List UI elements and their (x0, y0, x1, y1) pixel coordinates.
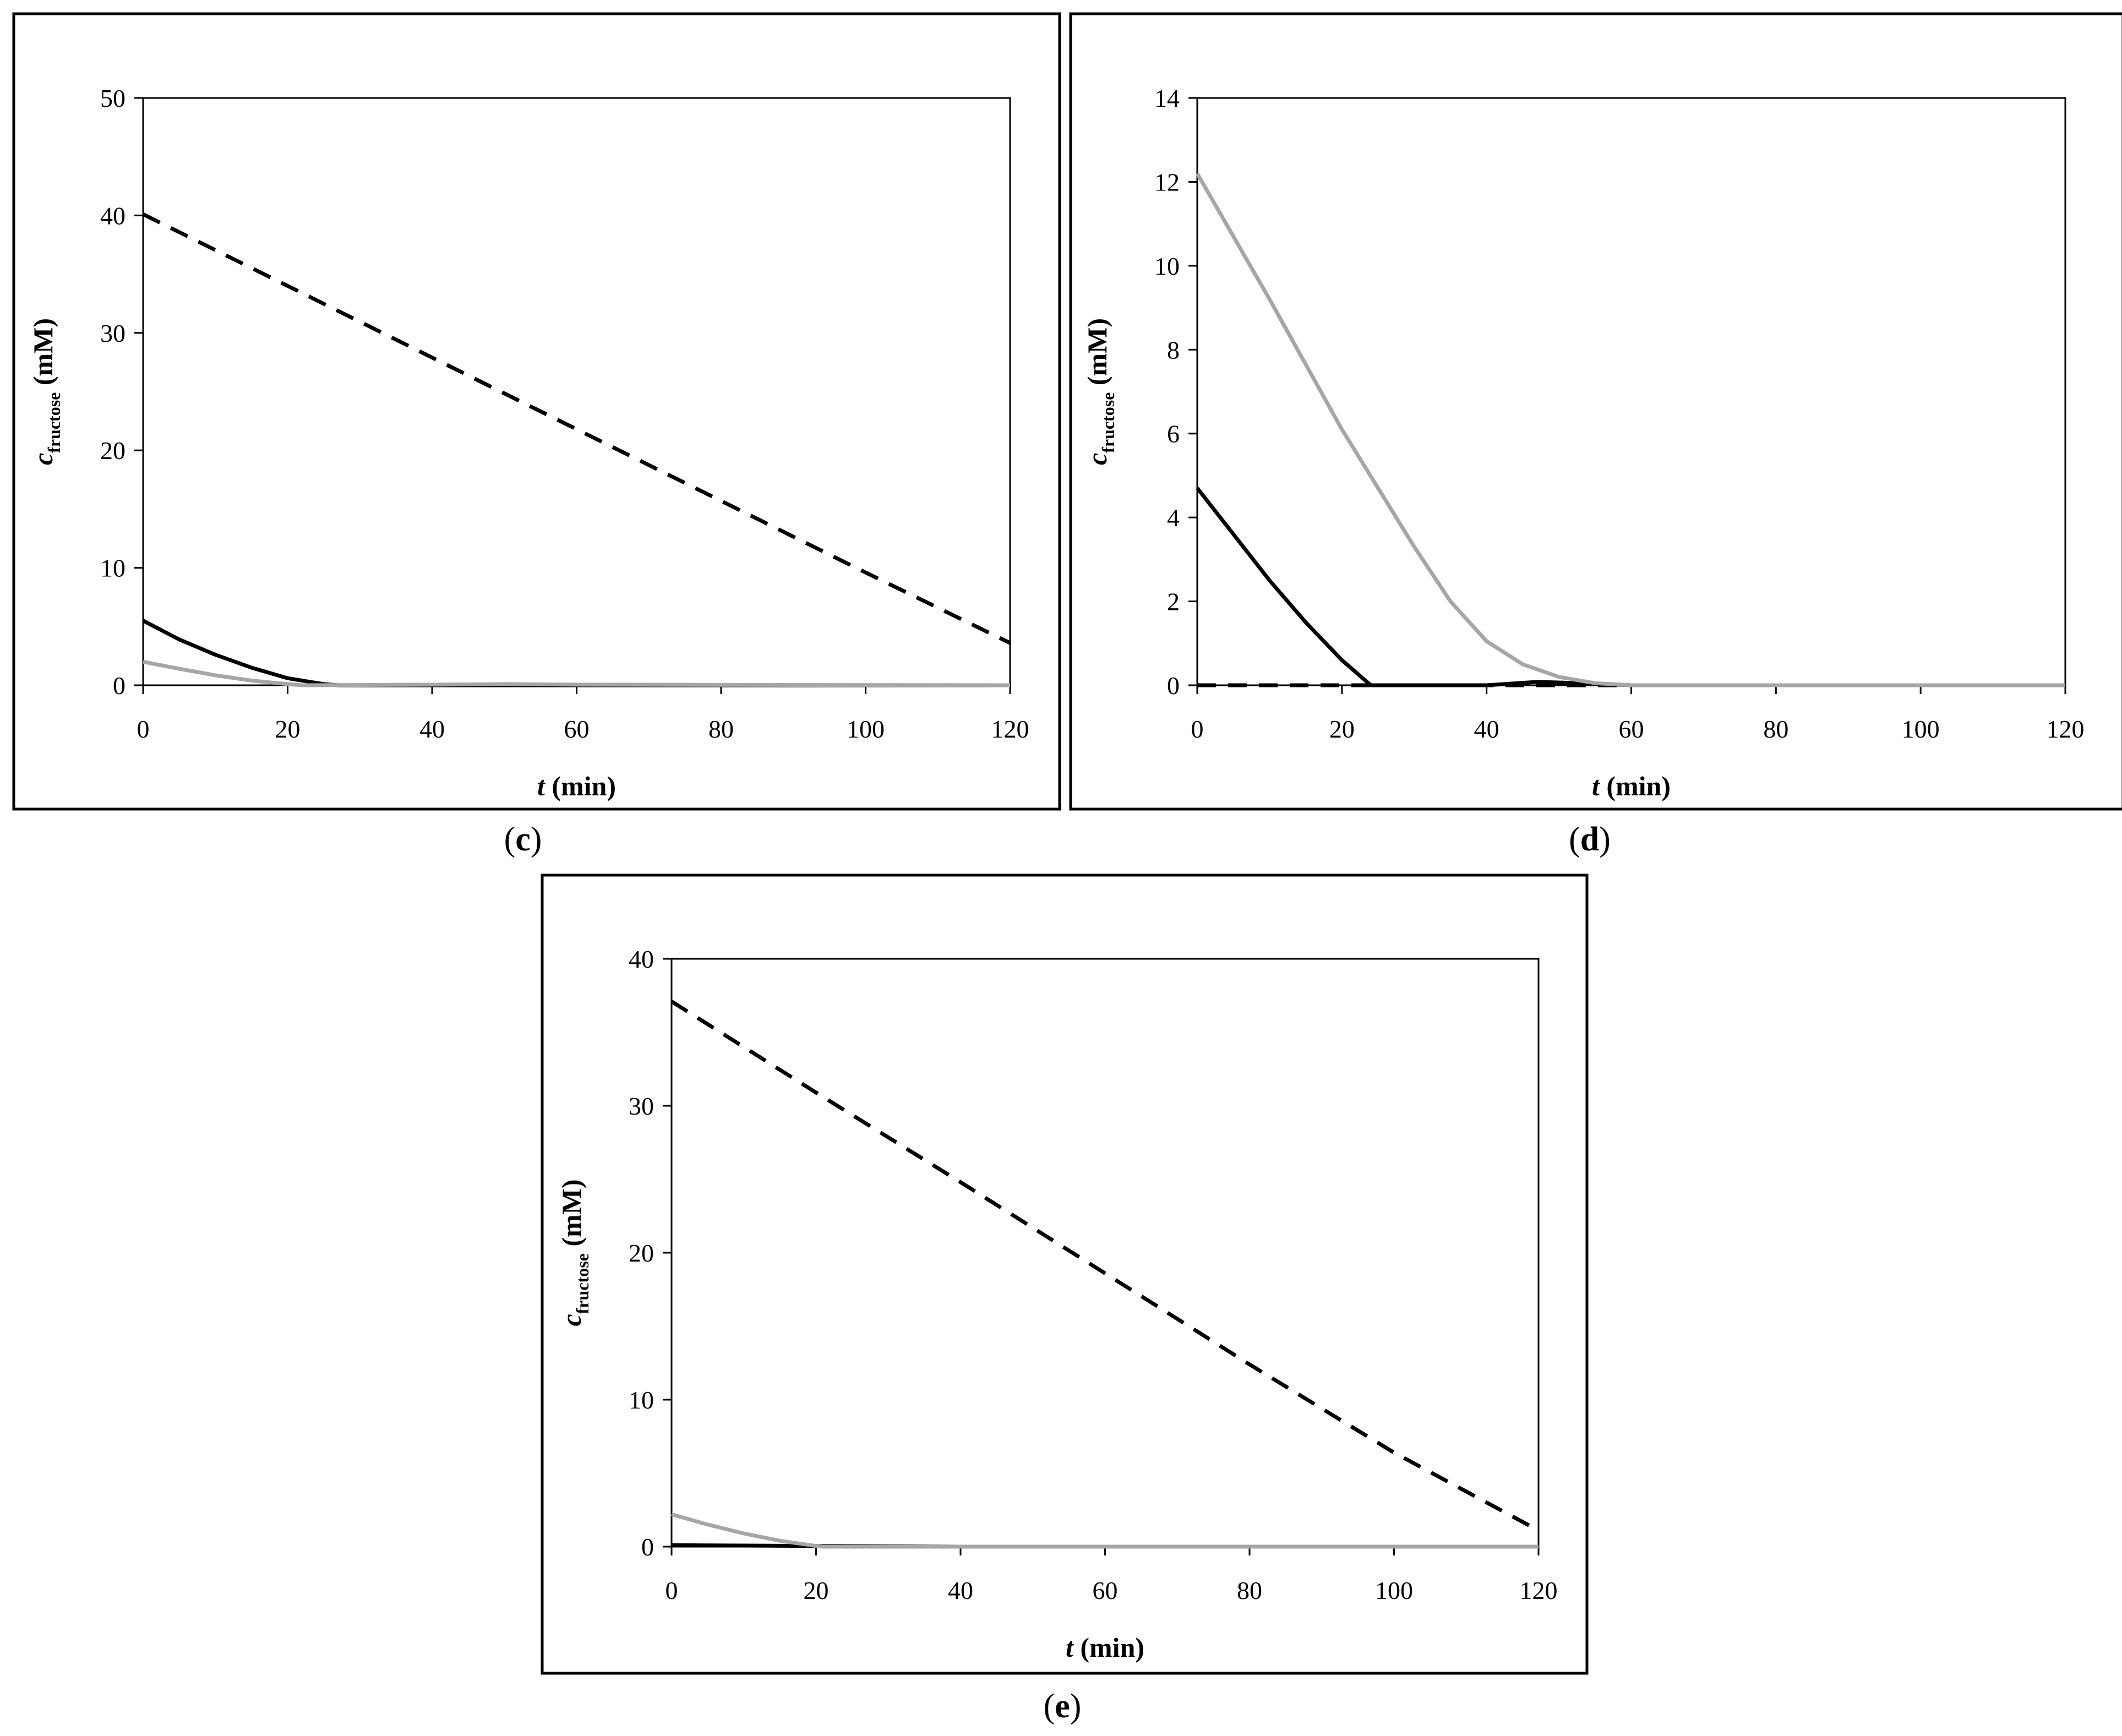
panel-label: (e) (1044, 1688, 1082, 1725)
y-tick-label: 6 (1167, 420, 1180, 448)
panel-label-open: ( (1569, 821, 1580, 858)
series-line-2 (1196, 487, 2065, 687)
chart-panel-e: 0 20 40 60 80 100 120 0 10 20 30 40 t (min) cfructose… (541, 874, 1589, 1725)
y-tick-label: 14 (1154, 84, 1180, 112)
x-tick-label: 40 (948, 1576, 973, 1604)
series-line-1 (670, 1000, 1540, 1532)
series-line-1 (142, 212, 1011, 645)
x-tick-label: 100 (847, 715, 885, 743)
y-tick-label: 30 (100, 319, 126, 347)
y-tick-label: 20 (629, 1239, 654, 1267)
y-axis-label: cfructose (mM) (1082, 318, 1118, 465)
y-axis-label: cfructose (mM) (28, 318, 64, 465)
y-axis-label: cfructose (mM) (556, 1179, 592, 1326)
y-axis-label-subscript: fructose (1098, 392, 1118, 453)
y-tick-label: 0 (113, 672, 126, 700)
x-axis-label-unit: (min) (1600, 771, 1671, 801)
x-tick-label: 0 (1191, 715, 1204, 743)
x-tick-label: 80 (1763, 715, 1788, 743)
y-tick-label: 40 (629, 945, 654, 973)
x-tick-label: 60 (564, 715, 590, 743)
x-tick-label: 120 (991, 715, 1029, 743)
y-tick-label: 8 (1167, 336, 1180, 364)
y-tick-label: 10 (100, 554, 126, 582)
y-tick-label: 10 (1154, 252, 1180, 280)
panel-label-close: ) (1070, 1688, 1082, 1725)
y-tick-label: 10 (629, 1386, 654, 1414)
y-axis-label-var: c (28, 453, 58, 465)
series-line-2 (142, 619, 1010, 687)
series-line-3 (1195, 172, 2065, 687)
x-tick-label: 40 (1474, 715, 1499, 743)
y-axis-label-var: c (1082, 453, 1112, 465)
x-tick-label: 60 (1093, 1576, 1118, 1604)
x-tick-label: 80 (708, 715, 734, 743)
x-tick-label: 120 (1520, 1576, 1558, 1604)
x-tick-label: 20 (275, 715, 301, 743)
panel-label-close: ) (1599, 821, 1611, 858)
x-tick-label: 100 (1902, 715, 1940, 743)
x-axis-label-var: t (1592, 771, 1601, 801)
y-axis-label-unit: (mM) (28, 318, 58, 392)
x-tick-label: 120 (2047, 715, 2085, 743)
x-tick-label: 60 (1619, 715, 1644, 743)
series-line-3 (671, 1512, 1539, 1549)
panel-label-open: ( (504, 821, 516, 858)
plot-area (1196, 97, 2066, 686)
x-axis-label-var: t (537, 771, 546, 801)
y-tick-label: 50 (100, 84, 126, 112)
y-tick-label: 12 (1154, 168, 1180, 196)
panel-frame (1069, 12, 2122, 811)
y-tick-label: 4 (1167, 504, 1180, 532)
panel-label: (c) (504, 821, 542, 858)
y-axis-label-subscript: fructose (572, 1253, 592, 1314)
panel-label: (d) (1569, 821, 1611, 858)
panel-label-close: ) (531, 821, 542, 858)
panel-frame (541, 874, 1589, 1675)
y-axis-label-unit: (mM) (556, 1179, 587, 1253)
y-tick-label: 30 (629, 1092, 654, 1120)
y-tick-label: 40 (100, 201, 126, 230)
y-axis-label-var: c (556, 1314, 587, 1326)
panel-label-letter: d (1580, 821, 1599, 858)
panel-label-open: ( (1044, 1688, 1055, 1725)
panel-frame (12, 12, 1061, 811)
y-tick-label: 2 (1167, 588, 1180, 616)
x-axis-label: t (min) (1592, 771, 1671, 801)
x-tick-label: 100 (1375, 1576, 1413, 1604)
chart-panel-d: 0 20 40 60 80 100 120 0 2 4 6 8 10 12 14 t (min) cfructo… (1069, 12, 2122, 858)
x-tick-label: 0 (665, 1576, 678, 1604)
panel-label-letter: e (1055, 1688, 1070, 1725)
x-axis-label: t (min) (1066, 1632, 1144, 1663)
y-tick-label: 0 (641, 1533, 654, 1561)
y-axis-label-subscript: fructose (44, 392, 64, 453)
x-axis-label-unit: (min) (545, 771, 616, 801)
x-tick-label: 40 (419, 715, 445, 743)
x-axis-label: t (min) (537, 771, 616, 801)
y-axis-label-unit: (mM) (1082, 318, 1112, 392)
panel-label-letter: c (515, 821, 531, 858)
series-line-3 (143, 659, 1011, 687)
y-tick-label: 0 (1167, 672, 1180, 700)
plot-area (142, 97, 1011, 686)
x-tick-label: 20 (804, 1576, 829, 1604)
x-axis-label-var: t (1066, 1632, 1074, 1663)
x-tick-label: 0 (137, 715, 150, 743)
x-tick-label: 80 (1237, 1576, 1262, 1604)
x-axis-label-unit: (min) (1073, 1632, 1144, 1663)
x-tick-label: 20 (1329, 715, 1355, 743)
y-tick-label: 20 (100, 436, 126, 465)
